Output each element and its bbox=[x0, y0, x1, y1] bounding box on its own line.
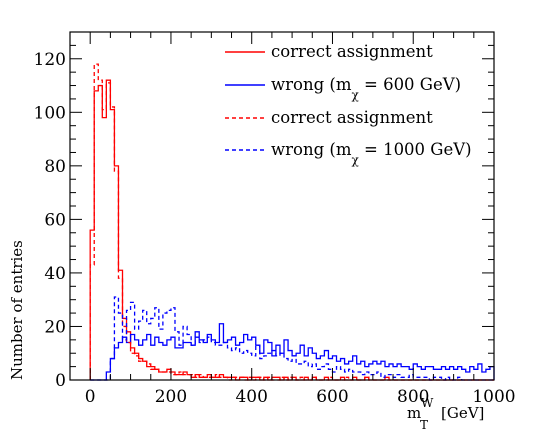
legend-label-3: correct assignment bbox=[271, 108, 433, 127]
y-tick-label: 100 bbox=[34, 103, 66, 123]
y-tick-label: 120 bbox=[34, 50, 66, 70]
x-tick-label: 400 bbox=[235, 387, 267, 407]
legend: correct assignment wrong (mχ = 600 GeV) co… bbox=[225, 42, 472, 167]
ticks-layer: 0 200 400 600 800 1000 0 20 40 60 80 100 120 bbox=[34, 31, 516, 407]
x-axis-title-subscript: T bbox=[420, 418, 428, 432]
y-tick-label: 20 bbox=[44, 317, 66, 337]
legend-label-1: correct assignment bbox=[271, 42, 433, 61]
svg-text:m: m bbox=[407, 404, 421, 422]
y-tick-label: 40 bbox=[44, 264, 66, 284]
x-axis-title-unit: [GeV] bbox=[441, 404, 484, 422]
y-axis-title: Number of entries bbox=[8, 240, 26, 380]
y-tick-label: 60 bbox=[44, 210, 66, 230]
x-tick-label: 600 bbox=[316, 387, 348, 407]
y-tick-label: 0 bbox=[55, 371, 66, 391]
legend-label-4: wrong (mχ = 1000 GeV) bbox=[271, 140, 472, 167]
histogram-series-2 bbox=[90, 323, 495, 381]
x-tick-label: 200 bbox=[155, 387, 187, 407]
y-tick-label: 80 bbox=[44, 157, 66, 177]
x-axis-title: m T W [GeV] bbox=[407, 396, 484, 432]
x-tick-label: 1000 bbox=[472, 387, 515, 407]
x-tick-label: 0 bbox=[85, 387, 96, 407]
x-axis-title-superscript: W bbox=[421, 396, 434, 410]
legend-label-2: wrong (mχ = 600 GeV) bbox=[271, 75, 461, 102]
x-tick-label: 800 bbox=[397, 387, 429, 407]
histogram-series-4 bbox=[90, 296, 494, 381]
x-axis-title-main: m bbox=[407, 404, 421, 422]
